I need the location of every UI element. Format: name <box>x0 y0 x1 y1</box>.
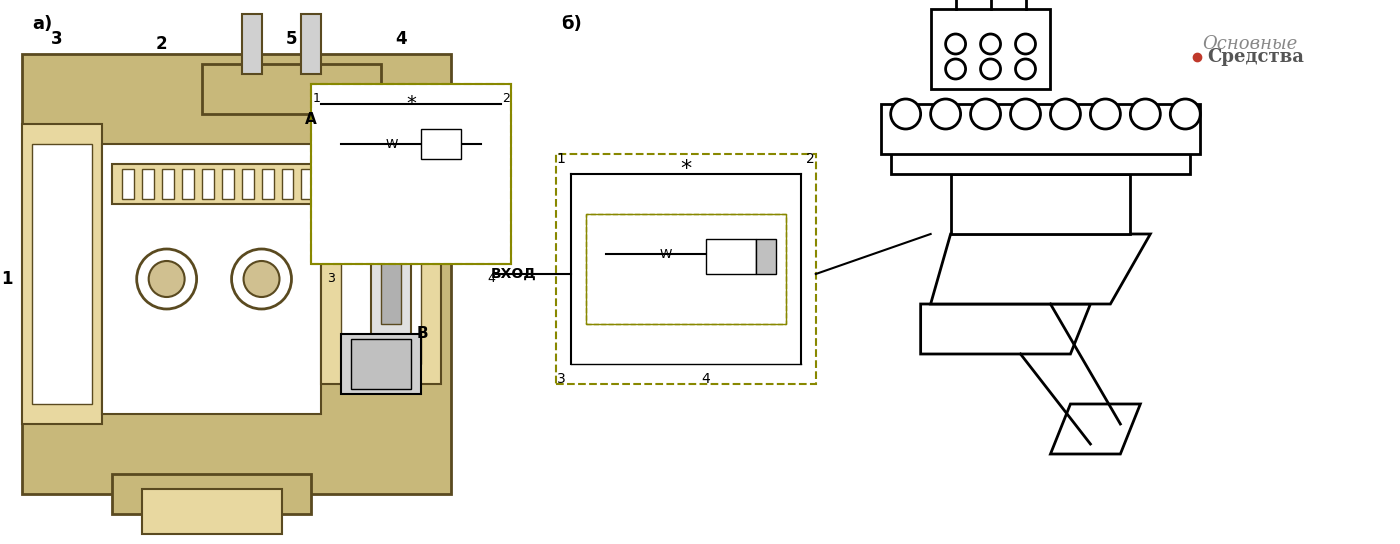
Bar <box>161 169 174 199</box>
Circle shape <box>931 99 960 129</box>
Circle shape <box>980 34 1001 54</box>
Circle shape <box>1015 59 1036 79</box>
Text: Основные: Основные <box>1203 35 1298 53</box>
Text: 3: 3 <box>328 273 336 286</box>
Circle shape <box>1130 99 1161 129</box>
Text: 2: 2 <box>155 35 168 53</box>
Polygon shape <box>931 234 1151 304</box>
Bar <box>22 124 102 424</box>
Text: W: W <box>385 138 398 151</box>
Text: *: * <box>680 159 692 179</box>
Text: W: W <box>659 248 672 261</box>
Bar <box>587 214 785 324</box>
Text: 2: 2 <box>503 92 510 106</box>
Bar <box>281 169 294 199</box>
Text: 1: 1 <box>312 92 321 106</box>
Bar <box>881 104 1200 154</box>
Circle shape <box>945 34 966 54</box>
Bar <box>141 169 154 199</box>
Bar <box>202 169 214 199</box>
Bar <box>301 14 322 74</box>
Bar <box>301 169 314 199</box>
Text: 2: 2 <box>806 152 815 166</box>
Bar <box>342 334 421 394</box>
Text: A: A <box>305 112 316 127</box>
Text: ВХОД: ВХОД <box>490 267 536 281</box>
Bar <box>381 234 402 324</box>
Bar <box>182 169 193 199</box>
Bar <box>706 239 756 274</box>
Bar <box>202 64 381 114</box>
Bar <box>122 169 133 199</box>
Circle shape <box>137 249 196 309</box>
Bar <box>112 164 332 204</box>
Text: 5: 5 <box>286 30 297 48</box>
Bar <box>756 239 776 274</box>
Polygon shape <box>1050 404 1141 454</box>
Bar <box>421 129 461 159</box>
Polygon shape <box>921 304 1091 354</box>
Bar <box>342 204 421 364</box>
Text: B: B <box>416 326 428 342</box>
Bar <box>221 169 234 199</box>
Circle shape <box>1011 99 1040 129</box>
Text: 4: 4 <box>396 30 407 48</box>
Text: 4: 4 <box>487 273 496 286</box>
Bar <box>556 154 816 384</box>
Text: *: * <box>406 95 416 114</box>
Bar <box>141 489 281 534</box>
Bar <box>242 14 262 74</box>
Bar <box>32 144 92 404</box>
Bar <box>102 144 322 414</box>
Bar <box>381 134 392 159</box>
Bar <box>351 339 412 389</box>
Bar <box>371 214 412 344</box>
Circle shape <box>148 261 185 297</box>
Circle shape <box>945 59 966 79</box>
Bar <box>396 134 406 159</box>
Bar <box>367 134 377 159</box>
Circle shape <box>890 99 921 129</box>
Circle shape <box>1050 99 1081 129</box>
Circle shape <box>970 99 1001 129</box>
Bar <box>412 134 421 159</box>
Bar <box>951 174 1130 234</box>
Bar <box>311 84 511 264</box>
Text: б): б) <box>561 15 582 33</box>
Bar <box>890 114 1190 174</box>
Bar <box>112 474 311 514</box>
Text: а): а) <box>32 15 52 33</box>
Bar <box>361 124 441 164</box>
Text: 1: 1 <box>1 270 13 288</box>
Circle shape <box>1015 34 1036 54</box>
Bar <box>931 9 1050 89</box>
Text: 3: 3 <box>50 30 63 48</box>
Circle shape <box>1170 99 1200 129</box>
Bar <box>322 184 441 384</box>
Circle shape <box>244 261 280 297</box>
Bar <box>587 214 785 324</box>
Bar <box>242 169 253 199</box>
Bar <box>427 134 437 159</box>
Bar <box>262 169 273 199</box>
Circle shape <box>231 249 291 309</box>
Text: 4: 4 <box>701 372 710 386</box>
Text: Средства: Средства <box>1207 48 1303 66</box>
Bar <box>22 54 451 494</box>
Circle shape <box>1091 99 1120 129</box>
Text: 1: 1 <box>557 152 566 166</box>
Text: 3: 3 <box>557 372 566 386</box>
Circle shape <box>980 59 1001 79</box>
Bar <box>311 84 511 264</box>
